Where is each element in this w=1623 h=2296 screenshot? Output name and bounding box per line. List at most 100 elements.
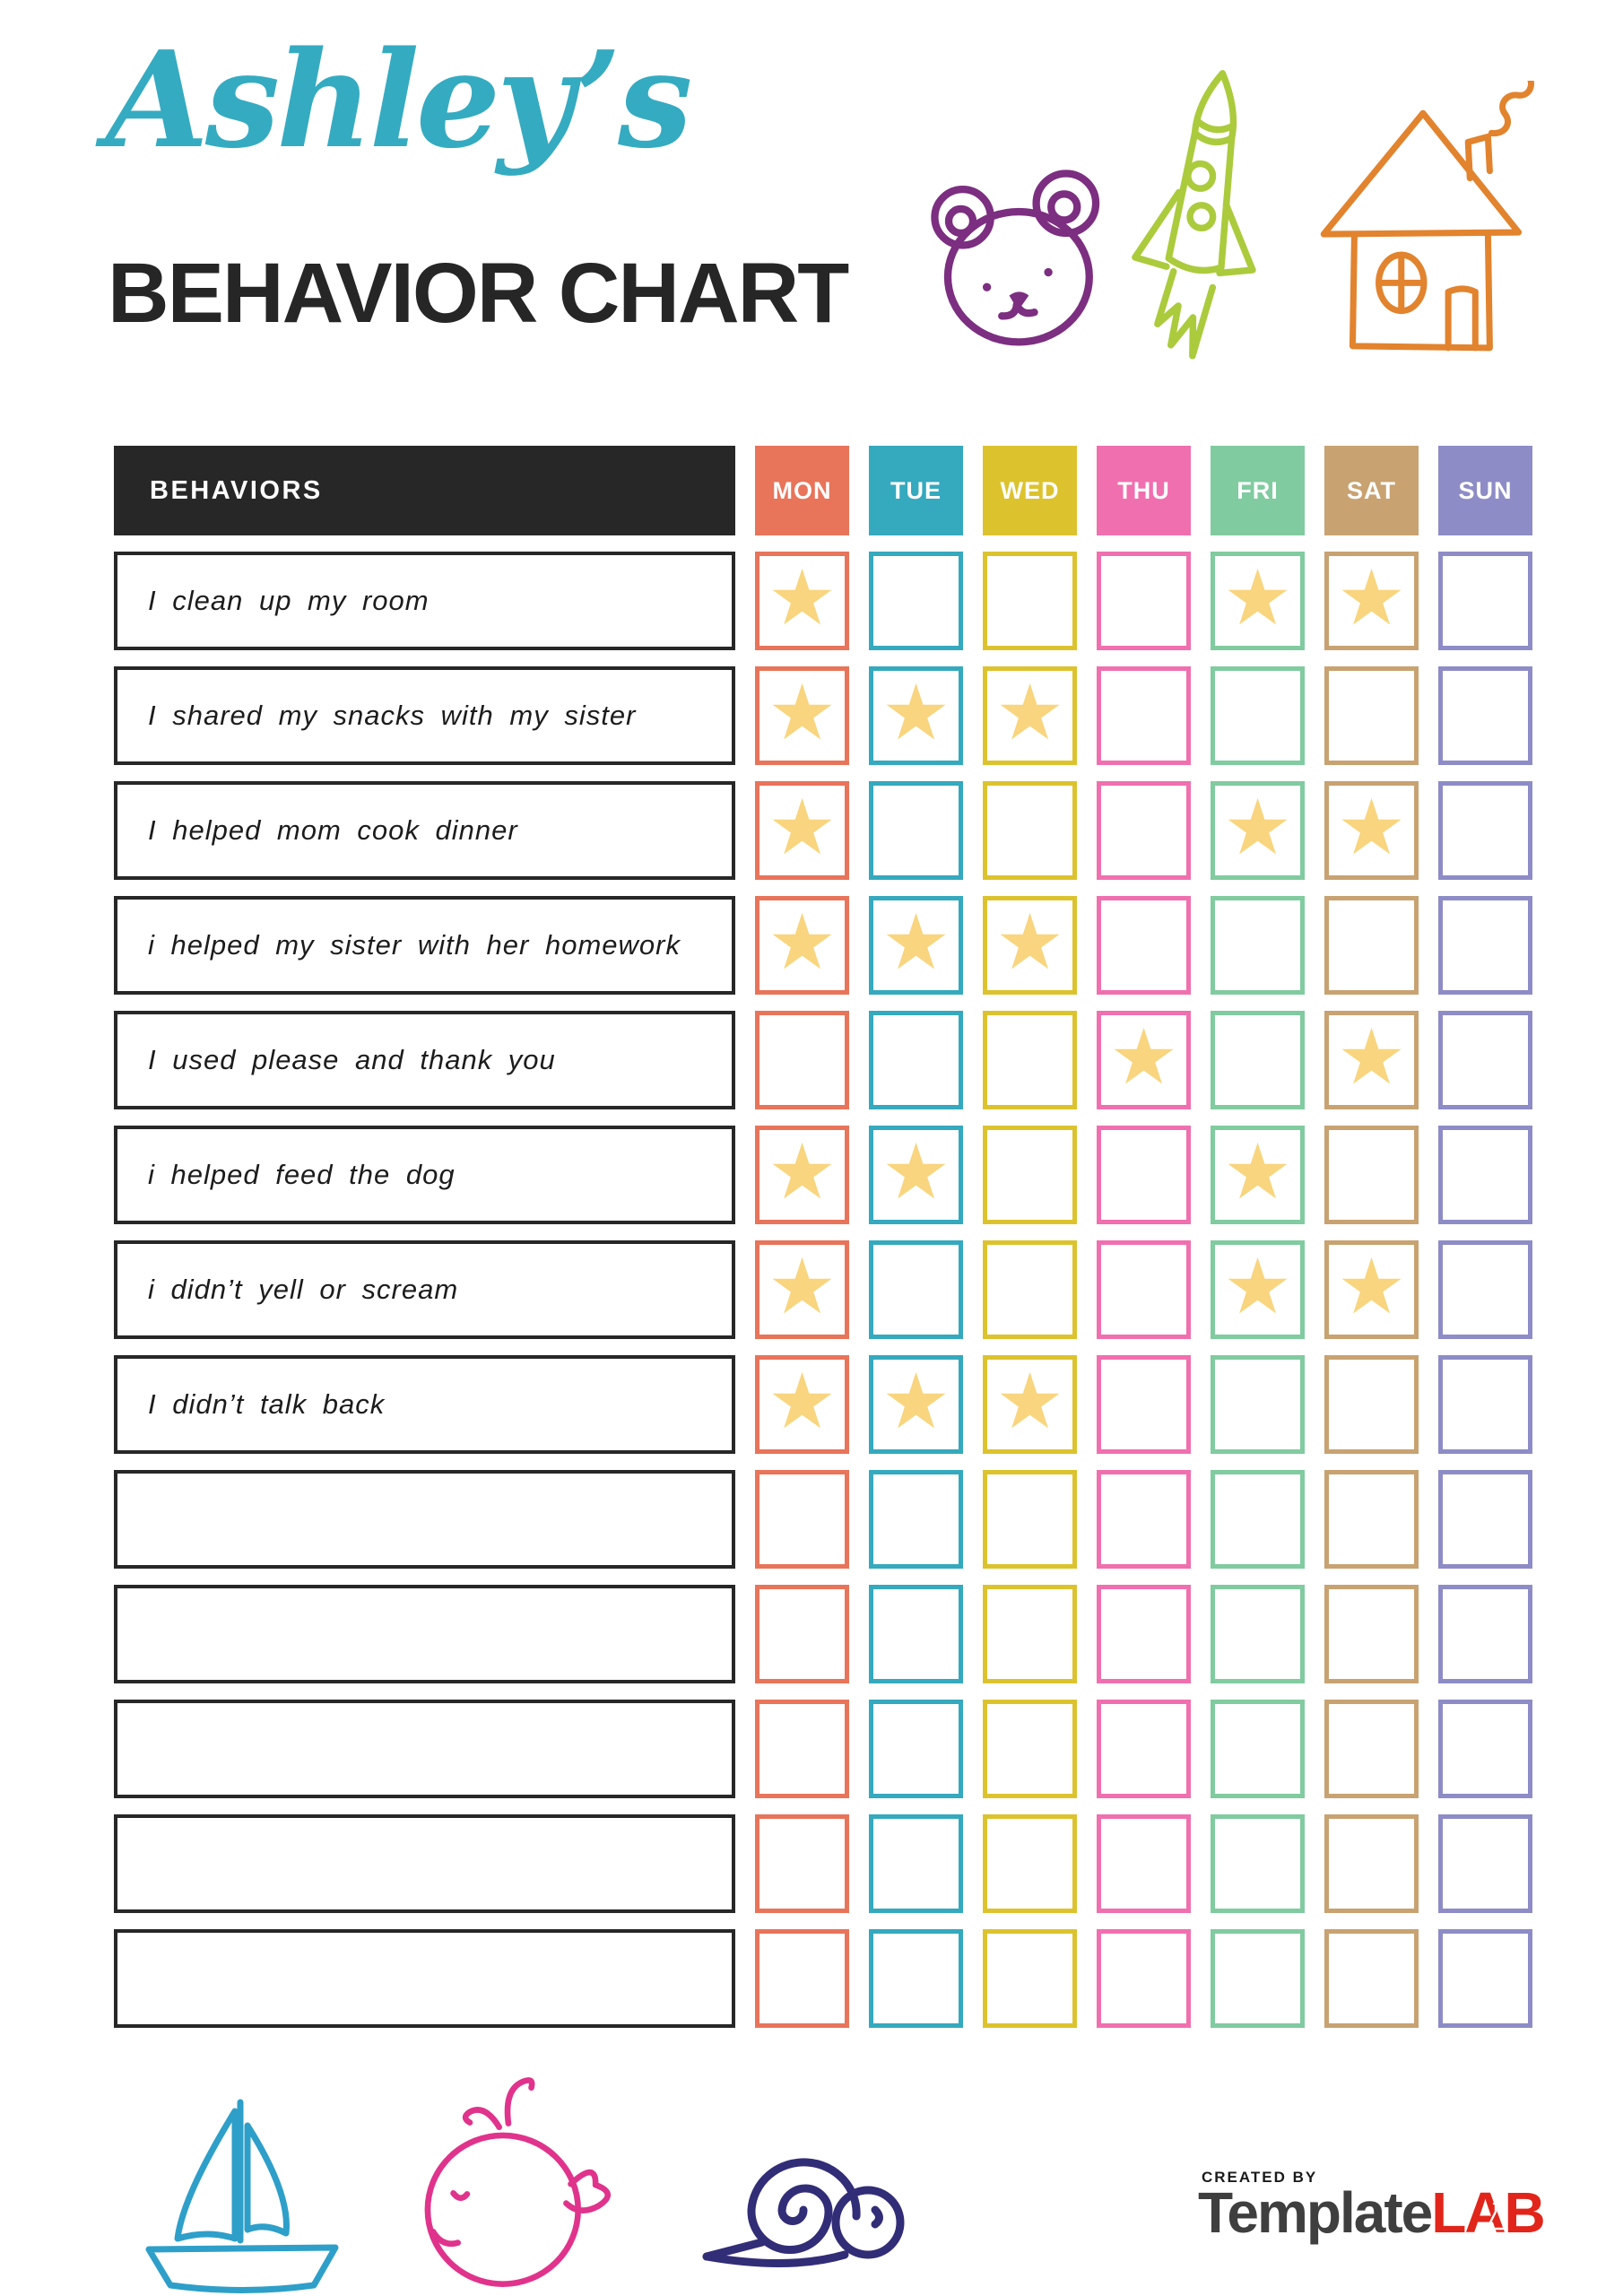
star-cell-r13-mon[interactable]	[755, 1929, 849, 2028]
star-cell-r12-sat[interactable]	[1324, 1814, 1419, 1913]
star-cell-r2-sat[interactable]	[1324, 666, 1419, 765]
star-cell-r11-sat[interactable]	[1324, 1700, 1419, 1798]
star-cell-r10-sat[interactable]	[1324, 1585, 1419, 1683]
star-cell-r13-sun[interactable]	[1438, 1929, 1532, 2028]
star-cell-r13-wed[interactable]	[983, 1929, 1077, 2028]
star-cell-r5-tue[interactable]	[869, 1011, 963, 1109]
star-cell-r3-wed[interactable]	[983, 781, 1077, 880]
star-cell-r11-sun[interactable]	[1438, 1700, 1532, 1798]
star-icon: ★	[1222, 1244, 1293, 1330]
star-cell-r4-sat[interactable]	[1324, 896, 1419, 995]
star-cell-r3-sun[interactable]	[1438, 781, 1532, 880]
star-cell-r7-sat[interactable]: ★	[1324, 1240, 1419, 1339]
star-cell-r2-sun[interactable]	[1438, 666, 1532, 765]
star-cell-r3-tue[interactable]	[869, 781, 963, 880]
star-cell-r1-thu[interactable]	[1097, 552, 1191, 650]
behavior-label: i helped my sister with her homework	[114, 896, 735, 995]
star-cell-r1-tue[interactable]	[869, 552, 963, 650]
star-cell-r6-sat[interactable]	[1324, 1126, 1419, 1224]
star-cell-r8-sun[interactable]	[1438, 1355, 1532, 1454]
star-cell-r3-sat[interactable]: ★	[1324, 781, 1419, 880]
star-cell-r13-fri[interactable]	[1211, 1929, 1305, 2028]
star-cell-r10-mon[interactable]	[755, 1585, 849, 1683]
star-cell-r4-fri[interactable]	[1211, 896, 1305, 995]
star-cell-r2-fri[interactable]	[1211, 666, 1305, 765]
star-cell-r7-thu[interactable]	[1097, 1240, 1191, 1339]
star-cell-r5-sun[interactable]	[1438, 1011, 1532, 1109]
star-cell-r8-mon[interactable]: ★	[755, 1355, 849, 1454]
star-cell-r12-sun[interactable]	[1438, 1814, 1532, 1913]
star-cell-r8-thu[interactable]	[1097, 1355, 1191, 1454]
star-cell-r9-sun[interactable]	[1438, 1470, 1532, 1569]
star-cell-r11-wed[interactable]	[983, 1700, 1077, 1798]
star-cell-r6-wed[interactable]	[983, 1126, 1077, 1224]
star-cell-r6-thu[interactable]	[1097, 1126, 1191, 1224]
star-cell-r9-fri[interactable]	[1211, 1470, 1305, 1569]
star-cell-r4-sun[interactable]	[1438, 896, 1532, 995]
star-cell-r9-tue[interactable]	[869, 1470, 963, 1569]
star-cell-r12-thu[interactable]	[1097, 1814, 1191, 1913]
star-cell-r1-wed[interactable]	[983, 552, 1077, 650]
star-cell-r8-fri[interactable]	[1211, 1355, 1305, 1454]
star-cell-r9-wed[interactable]	[983, 1470, 1077, 1569]
star-cell-r11-thu[interactable]	[1097, 1700, 1191, 1798]
behavior-label: I shared my snacks with my sister	[114, 666, 735, 765]
star-cell-r6-tue[interactable]: ★	[869, 1126, 963, 1224]
star-cell-r4-tue[interactable]: ★	[869, 896, 963, 995]
star-cell-r6-mon[interactable]: ★	[755, 1126, 849, 1224]
star-cell-r10-tue[interactable]	[869, 1585, 963, 1683]
star-cell-r1-fri[interactable]: ★	[1211, 552, 1305, 650]
star-cell-r8-sat[interactable]	[1324, 1355, 1419, 1454]
star-cell-r11-fri[interactable]	[1211, 1700, 1305, 1798]
behavior-label-empty	[114, 1929, 735, 2028]
star-cell-r6-fri[interactable]: ★	[1211, 1126, 1305, 1224]
day-header-sat: SAT	[1324, 446, 1419, 535]
star-cell-r12-tue[interactable]	[869, 1814, 963, 1913]
day-header-mon: MON	[755, 446, 849, 535]
star-cell-r5-sat[interactable]: ★	[1324, 1011, 1419, 1109]
star-cell-r13-tue[interactable]	[869, 1929, 963, 2028]
star-cell-r5-thu[interactable]: ★	[1097, 1011, 1191, 1109]
star-cell-r7-mon[interactable]: ★	[755, 1240, 849, 1339]
star-cell-r9-thu[interactable]	[1097, 1470, 1191, 1569]
star-cell-r2-wed[interactable]: ★	[983, 666, 1077, 765]
star-cell-r4-thu[interactable]	[1097, 896, 1191, 995]
star-cell-r7-tue[interactable]	[869, 1240, 963, 1339]
brand-lab-text: LAB	[1431, 2180, 1546, 2245]
star-cell-r12-fri[interactable]	[1211, 1814, 1305, 1913]
star-cell-r1-sat[interactable]: ★	[1324, 552, 1419, 650]
star-cell-r3-thu[interactable]	[1097, 781, 1191, 880]
star-cell-r10-thu[interactable]	[1097, 1585, 1191, 1683]
star-cell-r8-tue[interactable]: ★	[869, 1355, 963, 1454]
star-cell-r12-mon[interactable]	[755, 1814, 849, 1913]
star-cell-r7-sun[interactable]	[1438, 1240, 1532, 1339]
day-header-tue: TUE	[869, 446, 963, 535]
star-cell-r13-sat[interactable]	[1324, 1929, 1419, 2028]
star-cell-r11-mon[interactable]	[755, 1700, 849, 1798]
star-cell-r11-tue[interactable]	[869, 1700, 963, 1798]
star-cell-r3-mon[interactable]: ★	[755, 781, 849, 880]
star-cell-r6-sun[interactable]	[1438, 1126, 1532, 1224]
star-cell-r10-sun[interactable]	[1438, 1585, 1532, 1683]
star-cell-r5-wed[interactable]	[983, 1011, 1077, 1109]
star-cell-r10-wed[interactable]	[983, 1585, 1077, 1683]
star-cell-r2-tue[interactable]: ★	[869, 666, 963, 765]
star-cell-r8-wed[interactable]: ★	[983, 1355, 1077, 1454]
star-cell-r5-fri[interactable]	[1211, 1011, 1305, 1109]
star-cell-r1-mon[interactable]: ★	[755, 552, 849, 650]
star-cell-r2-thu[interactable]	[1097, 666, 1191, 765]
star-cell-r5-mon[interactable]	[755, 1011, 849, 1109]
star-cell-r10-fri[interactable]	[1211, 1585, 1305, 1683]
star-cell-r9-mon[interactable]	[755, 1470, 849, 1569]
star-cell-r2-mon[interactable]: ★	[755, 666, 849, 765]
star-cell-r13-thu[interactable]	[1097, 1929, 1191, 2028]
star-cell-r4-wed[interactable]: ★	[983, 896, 1077, 995]
star-cell-r12-wed[interactable]	[983, 1814, 1077, 1913]
star-cell-r4-mon[interactable]: ★	[755, 896, 849, 995]
star-cell-r9-sat[interactable]	[1324, 1470, 1419, 1569]
star-cell-r3-fri[interactable]: ★	[1211, 781, 1305, 880]
star-cell-r1-sun[interactable]	[1438, 552, 1532, 650]
star-cell-r7-wed[interactable]	[983, 1240, 1077, 1339]
star-cell-r7-fri[interactable]: ★	[1211, 1240, 1305, 1339]
